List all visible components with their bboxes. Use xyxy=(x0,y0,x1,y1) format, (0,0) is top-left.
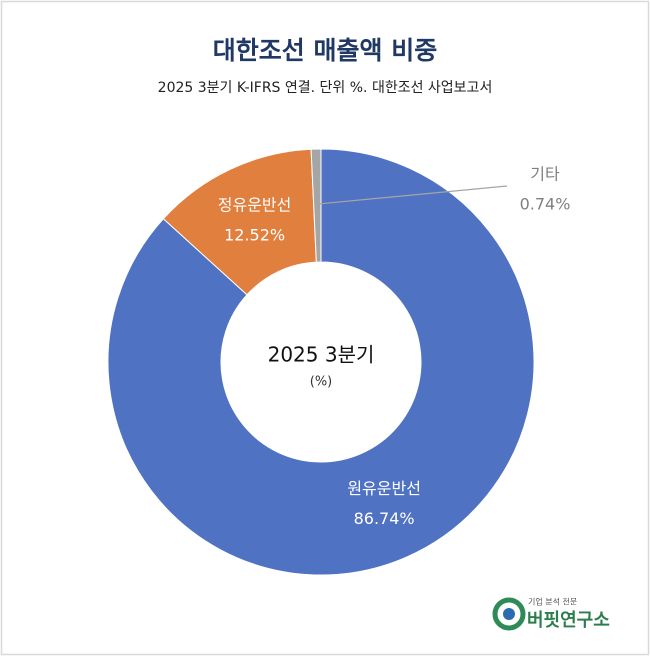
logo: 기업 분석 전문 버핏연구소 xyxy=(492,597,610,631)
value-label: 86.74% xyxy=(354,509,415,528)
slice-label: 기타 xyxy=(530,165,560,184)
chart-subtitle: 2025 3분기 K-IFRS 연결. 단위 %. 대한조선 사업보고서 xyxy=(158,80,493,96)
center-subtitle: (%) xyxy=(310,375,333,390)
slice-label: 원유운반선 xyxy=(347,479,421,498)
value-label: 0.74% xyxy=(520,195,571,214)
donut-slice xyxy=(310,148,322,263)
logo-icon xyxy=(492,597,526,631)
logo-icon-core xyxy=(503,608,515,620)
logo-tagline: 기업 분석 전문 xyxy=(528,597,577,607)
chart-title: 대한조선 매출액 비중 xyxy=(213,36,437,65)
slice-label: 정유운반선 xyxy=(218,195,292,214)
donut-slice xyxy=(107,148,535,576)
leader-line xyxy=(317,185,508,205)
value-label: 12.52% xyxy=(224,225,285,244)
center-title: 2025 3분기 xyxy=(268,343,375,367)
logo-name: 버핏연구소 xyxy=(527,610,610,631)
